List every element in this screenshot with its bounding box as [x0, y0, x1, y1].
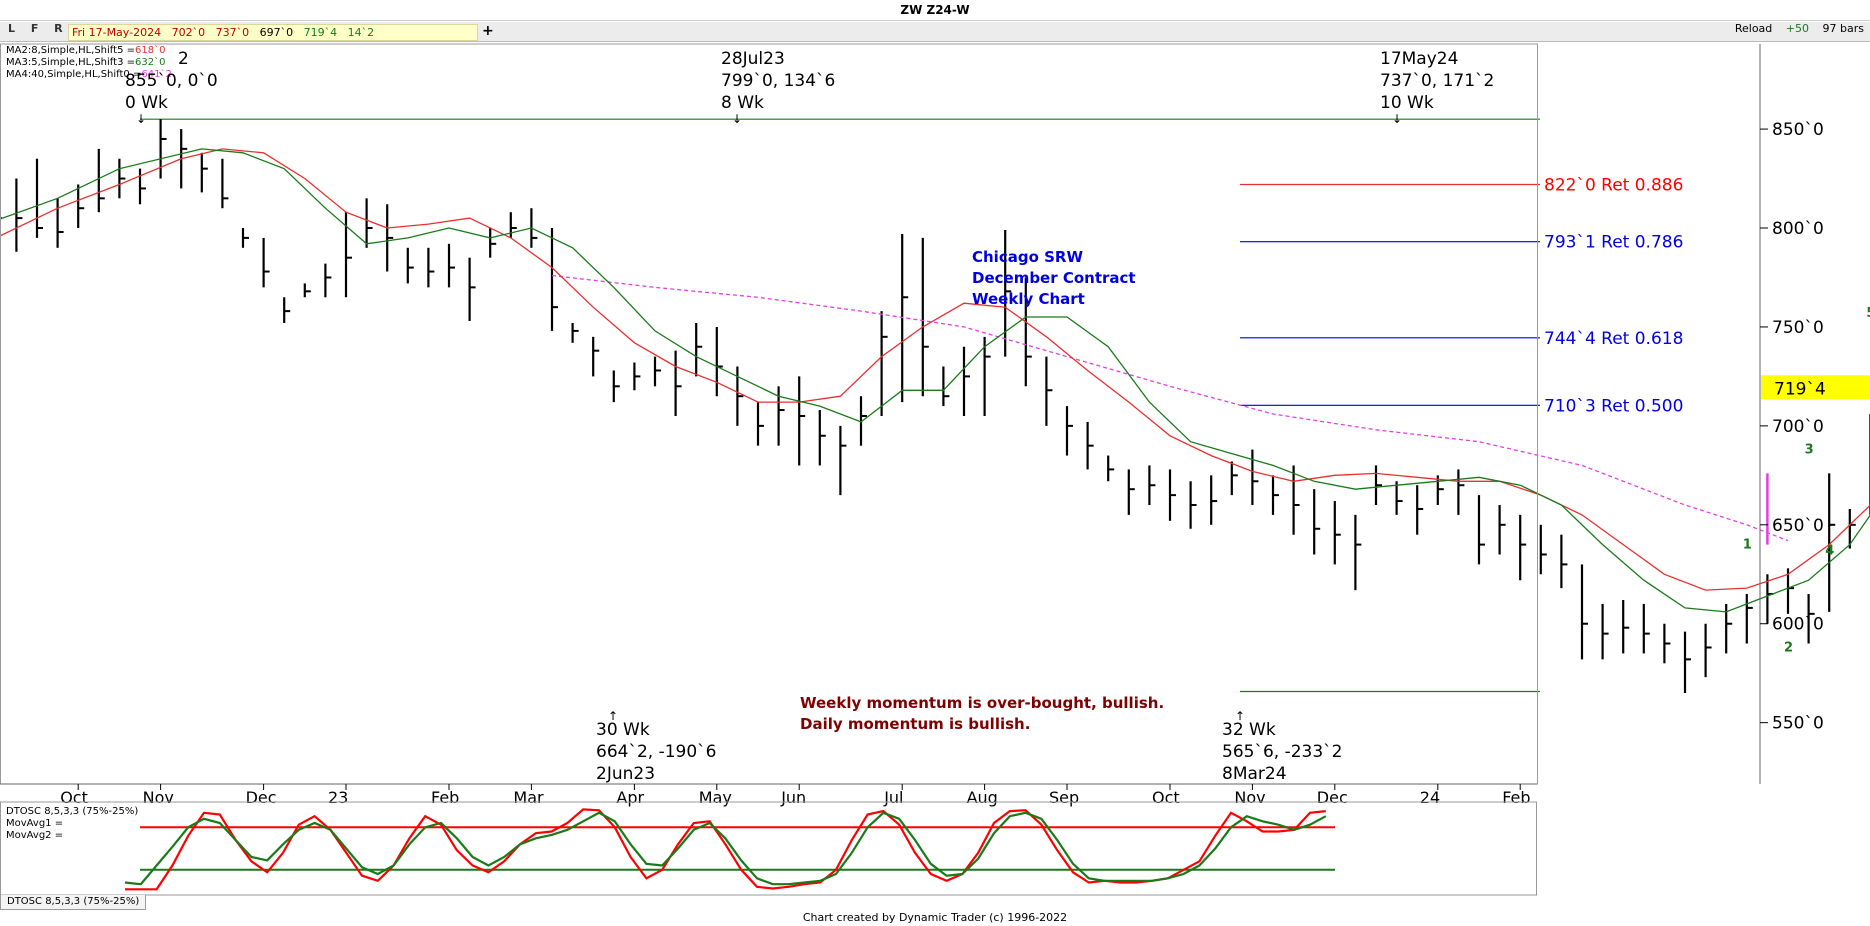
high2-label-b: 799`0, 134`6 [721, 71, 835, 91]
x-tick-label: Dec [246, 788, 277, 807]
bar-info-box: Fri 17-May-2024 702`0 737`0 697`0 719`4 … [68, 24, 478, 41]
bar-low: 697`0 [259, 26, 294, 39]
osc-slow-line [124, 811, 1327, 886]
x-tick-label: Mar [513, 788, 544, 807]
high1-label-a: 2 [178, 49, 189, 69]
plus50-button[interactable]: +50 [1785, 22, 1810, 35]
momentum-note-1: Weekly momentum is over-bought, bullish. [800, 694, 1164, 712]
x-tick-label: Jun [780, 788, 806, 807]
x-tick-label: Oct [1152, 788, 1180, 807]
ma3-line [0, 148, 1870, 613]
wave-label: 5 [1866, 306, 1870, 321]
wave-label: 3 [1805, 443, 1814, 458]
moving-averages [0, 148, 1870, 613]
legend-ma2: MA2:8,Simple,HL,Shift5 =618`0 [6, 44, 165, 56]
annotations: MA2:8,Simple,HL,Shift5 =618`0MA3:5,Simpl… [6, 44, 1870, 784]
legend-ma3: MA3:5,Simple,HL,Shift3 =632`0 [6, 56, 165, 68]
toolbar: L F R Fri 17-May-2024 702`0 737`0 697`0 … [0, 22, 1870, 42]
note-line-3: Weekly Chart [972, 290, 1085, 308]
low2-label-a: 32 Wk [1222, 720, 1276, 740]
y-tick-label: 600`0 [1772, 615, 1824, 635]
low1-label-c: 2Jun23 [596, 764, 655, 784]
osc-fast-line [125, 808, 1326, 891]
high2-arrow: ↓ [732, 112, 742, 126]
x-tick-label: Nov [1234, 788, 1265, 807]
note-line-1: Chicago SRW [972, 248, 1083, 266]
bar-count: 97 bars [1822, 22, 1864, 35]
x-tick-label: Feb [1502, 788, 1530, 807]
bar-date: Fri 17-May-2024 [72, 26, 162, 39]
high2-label-c: 8 Wk [721, 93, 764, 113]
ma4-line [551, 274, 1789, 542]
oscillator-frame [0, 801, 1537, 896]
x-tick-label: Oct [60, 788, 88, 807]
y-tick-label: 700`0 [1772, 417, 1824, 437]
momentum-note-2: Daily momentum is bullish. [800, 715, 1030, 733]
window-title: ZW Z24-W [0, 0, 1870, 21]
low1-label-a: 30 Wk [596, 720, 650, 740]
y-tick-label: 850`0 [1772, 120, 1824, 140]
y-tick-label: 800`0 [1772, 219, 1824, 239]
ret-label-0500: 710`3 Ret 0.500 [1544, 396, 1683, 416]
add-button[interactable]: + [482, 23, 494, 39]
note-line-2: December Contract [972, 269, 1136, 287]
ret-label-0618: 744`4 Ret 0.618 [1544, 329, 1683, 349]
y-tick-label: 650`0 [1772, 516, 1824, 536]
osc-movavg1: MovAvg1 = [6, 818, 63, 829]
low1-label-b: 664`2, -190`6 [596, 742, 716, 762]
osc-movavg2: MovAvg2 = [6, 830, 63, 841]
bar-high: 737`0 [215, 26, 250, 39]
x-tick-label: Sep [1049, 788, 1079, 807]
high3-label-b: 737`0, 171`2 [1380, 71, 1494, 91]
high2-label-a: 28Jul23 [721, 49, 785, 69]
x-tick-label: Aug [967, 788, 998, 807]
bar-close: 719`4 [303, 26, 338, 39]
toolbar-right: Reload +50 97 bars [1725, 22, 1864, 41]
x-tick-label: Nov [143, 788, 174, 807]
reload-button[interactable]: Reload [1734, 22, 1773, 35]
high3-arrow: ↓ [1392, 112, 1402, 126]
x-tick-label: Dec [1317, 788, 1348, 807]
x-tick-label: 23 [328, 788, 348, 807]
high3-label-c: 10 Wk [1380, 93, 1434, 113]
indicator-tab[interactable]: DTOSC 8,5,3,3 (75%-25%) [0, 895, 147, 910]
bar-change: 14`2 [347, 26, 375, 39]
x-tick-label: 24 [1420, 788, 1440, 807]
osc-title: DTOSC 8,5,3,3 (75%-25%) [6, 806, 138, 817]
lfr-buttons[interactable]: L F R [8, 22, 69, 35]
x-tick-label: Feb [431, 788, 459, 807]
wave-label: 1 [1743, 538, 1752, 553]
x-axis: Oct Nov Dec 23 Feb Mar Apr May Jun Jul Aug Sep Oct No… [0, 783, 1537, 807]
low2-label-c: 8Mar24 [1222, 764, 1287, 784]
bar-open: 702`0 [171, 26, 206, 39]
high3-label-a: 17May24 [1380, 49, 1458, 69]
x-tick-label: Jul [883, 788, 903, 807]
ret-label-0786: 793`1 Ret 0.786 [1544, 233, 1683, 253]
x-tick-label: Apr [616, 788, 644, 807]
low2-label-b: 565`6, -233`2 [1222, 742, 1342, 762]
retracement-levels [140, 118, 1540, 693]
x-tick-label: May [699, 788, 732, 807]
wave-label: 4 [1825, 543, 1834, 558]
legend-ma4: MA4:40,Simple,HL,Shift0 =641`2 [6, 68, 172, 80]
price-bars [0, 119, 1870, 693]
low1-arrow: ↑ [608, 709, 618, 723]
y-tick-label: 550`0 [1772, 714, 1824, 734]
y-tick-label: 750`0 [1772, 318, 1824, 338]
high1-arrow: ↓ [136, 112, 146, 126]
low2-arrow: ↑ [1235, 709, 1245, 723]
footer-credit: Chart created by Dynamic Trader (c) 1996… [802, 911, 1068, 924]
high1-label-b: 855`0, 0`0 [125, 71, 218, 91]
wave-label: 2 [1784, 640, 1793, 655]
ma2-line [0, 148, 1870, 591]
price-panel-frame [0, 43, 1538, 785]
last-price-badge [1761, 375, 1870, 400]
ret-label-0886: 822`0 Ret 0.886 [1544, 175, 1683, 195]
last-price-label: 719`4 [1774, 379, 1826, 399]
high1-label-c: 0 Wk [125, 93, 168, 113]
oscillator-panel: DTOSC 8,5,3,3 (75%-25%)MovAvg1 =MovAvg2 … [0, 801, 1537, 896]
